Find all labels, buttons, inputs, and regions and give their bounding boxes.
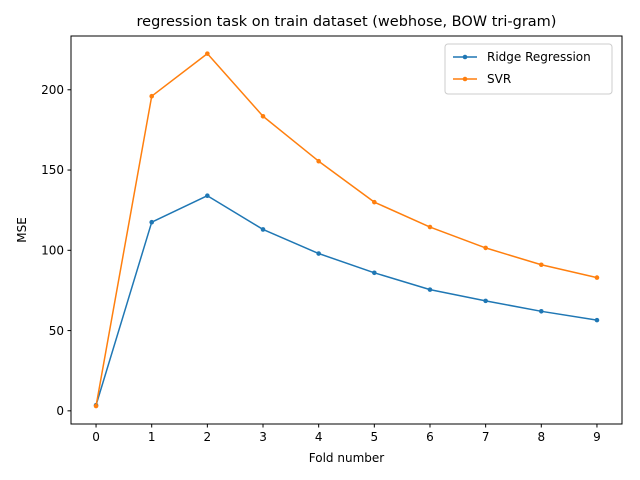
series-line [95, 194, 598, 406]
data-point [538, 262, 544, 268]
series-line [95, 52, 598, 407]
chart-title: regression task on train dataset (webhos… [137, 14, 557, 30]
data-point [372, 199, 377, 205]
x-axis: 0 1 2 3 4 5 6 7 8 9 [92, 424, 601, 444]
data-point [483, 245, 488, 251]
data-point [427, 224, 433, 230]
y-axis-label: MSE [15, 217, 29, 243]
data-point [316, 158, 321, 164]
data-point [594, 317, 600, 323]
data-point [260, 227, 266, 232]
x-tick-label: 0 [92, 430, 100, 444]
data-point [483, 298, 488, 304]
data-point [594, 275, 600, 280]
data-point [205, 51, 210, 56]
series-layer [93, 51, 600, 409]
x-tick-label: 4 [315, 430, 323, 444]
x-tick-label: 2 [204, 430, 212, 444]
legend-box [444, 43, 613, 95]
plot-area: 0 1 2 3 4 5 6 7 8 9 0 50 100 150 200 [41, 35, 623, 444]
legend-marker [462, 76, 468, 82]
x-tick-label: 8 [537, 430, 545, 444]
legend-item: SVR [453, 72, 511, 86]
y-tick-label: 50 [49, 324, 64, 338]
data-point [93, 403, 99, 409]
data-point [149, 93, 155, 99]
series-1 [93, 193, 600, 408]
data-point [538, 309, 544, 314]
data-point [149, 219, 155, 225]
x-tick-label: 3 [259, 430, 267, 444]
series-2 [93, 51, 600, 409]
legend-label: SVR [487, 72, 511, 86]
legend-item: Ridge Regression [453, 50, 591, 64]
data-point [427, 287, 433, 292]
data-point [205, 193, 210, 199]
data-point [260, 113, 266, 119]
x-tick-label: 7 [482, 430, 490, 444]
y-tick-label: 150 [41, 163, 64, 177]
legend-marker [462, 54, 468, 60]
axes-frame [70, 35, 623, 425]
y-tick-label: 100 [41, 244, 64, 258]
legend-label: Ridge Regression [487, 50, 591, 64]
x-tick-label: 9 [593, 430, 601, 444]
x-tick-label: 1 [148, 430, 156, 444]
legend: Ridge Regression SVR [444, 43, 613, 95]
data-point [372, 270, 377, 276]
data-point [316, 251, 321, 256]
x-tick-label: 6 [426, 430, 434, 444]
x-axis-label: Fold number [309, 451, 384, 465]
y-tick-label: 200 [41, 83, 64, 97]
x-tick-label: 5 [371, 430, 379, 444]
y-tick-label: 0 [56, 404, 64, 418]
y-axis: 0 50 100 150 200 [41, 83, 71, 418]
